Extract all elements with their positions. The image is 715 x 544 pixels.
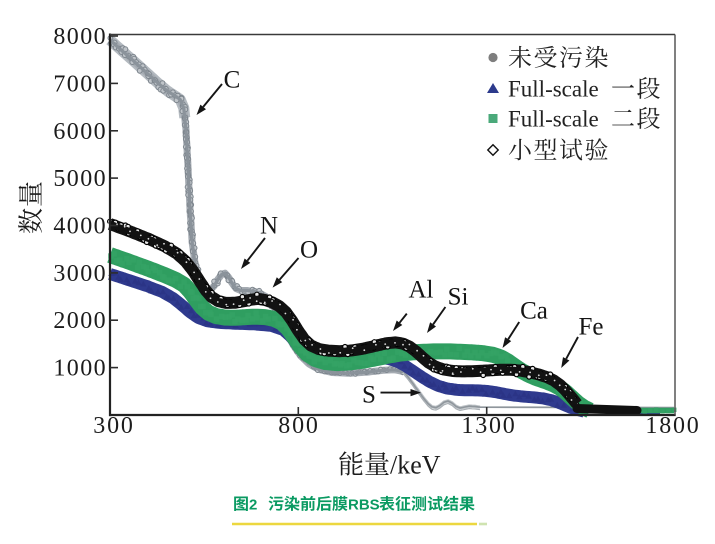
svg-text:2: 2 (249, 497, 257, 514)
svg-text:7000: 7000 (53, 71, 107, 97)
svg-text:6000: 6000 (53, 119, 107, 145)
svg-text:C: C (224, 66, 241, 93)
svg-text:2000: 2000 (53, 308, 107, 334)
svg-text:Full-scale: Full-scale (508, 107, 599, 132)
svg-text:O: O (300, 236, 318, 263)
svg-text:300: 300 (93, 413, 134, 439)
svg-text:S: S (362, 381, 376, 408)
svg-text:1800: 1800 (645, 413, 700, 439)
svg-text:3000: 3000 (53, 261, 107, 287)
svg-text:800: 800 (278, 413, 319, 439)
svg-text:RBS: RBS (348, 497, 380, 514)
svg-text:Si: Si (448, 283, 469, 310)
svg-text:4000: 4000 (53, 214, 107, 240)
svg-text:Full-scale: Full-scale (508, 77, 599, 102)
svg-text:Ca: Ca (520, 297, 548, 324)
svg-text:5000: 5000 (53, 166, 107, 192)
svg-text:8000: 8000 (53, 24, 107, 50)
svg-text:Al: Al (409, 276, 434, 303)
svg-text:N: N (260, 212, 278, 239)
svg-text:Fe: Fe (579, 313, 604, 340)
svg-text:1000: 1000 (53, 356, 107, 382)
svg-text:/keV: /keV (390, 451, 441, 480)
svg-text:1300: 1300 (461, 413, 516, 439)
